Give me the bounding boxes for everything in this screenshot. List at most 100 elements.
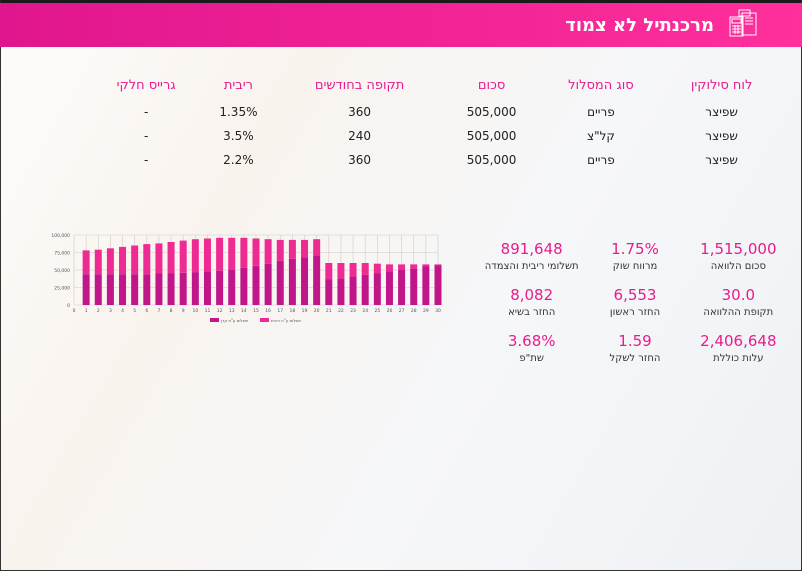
bar-principal: [94, 274, 102, 305]
bar-principal: [179, 272, 187, 305]
bar-principal: [313, 255, 321, 305]
table-cell: -: [143, 105, 149, 119]
bar-interest: [301, 239, 309, 258]
table-cell: 360: [348, 153, 371, 167]
table-cell: פריים: [587, 153, 615, 167]
bar-interest: [337, 263, 345, 279]
table-cell: 240: [348, 129, 371, 143]
calculator-document-icon: [729, 9, 757, 37]
x-tick-label: 1: [85, 308, 88, 314]
x-tick-label: 16: [265, 308, 271, 314]
x-tick-label: 2: [97, 308, 100, 314]
x-tick-label: 19: [302, 308, 308, 314]
y-tick-label: 75,000: [54, 251, 70, 257]
bar-interest: [410, 264, 418, 269]
x-tick-label: 13: [229, 308, 235, 314]
stat-item: 6,553 החזר ראשון: [583, 286, 686, 318]
column-header: ריבית: [223, 77, 254, 93]
x-tick-label: 22: [338, 308, 344, 314]
x-tick-label: 27: [399, 308, 405, 314]
column-header: גרייס חלקי: [116, 77, 176, 93]
x-tick-label: 10: [192, 308, 198, 314]
table-cell: קל"צ: [586, 129, 615, 143]
table-cell: 505,000: [466, 129, 517, 143]
table-row: שפיצר פריים 505,000 360 1.35% -: [90, 100, 780, 124]
table-cell: 360: [348, 105, 371, 119]
bar-principal: [82, 274, 90, 305]
bar-interest: [276, 239, 284, 261]
table-cell: -: [143, 153, 149, 167]
x-tick-label: 11: [205, 308, 211, 314]
column-header: סוג המסלול: [568, 77, 634, 93]
stat-label: החזר ראשון: [609, 307, 661, 318]
bar-principal: [203, 271, 211, 305]
table-cell: 505,000: [466, 153, 517, 167]
x-tick-label: 24: [362, 308, 368, 314]
bar-interest: [179, 240, 187, 273]
legend-label: תשלום ע"ח קרן: [221, 318, 249, 323]
x-tick-label: 6: [145, 308, 148, 314]
stat-value: 8,082: [510, 286, 554, 304]
y-tick-label: 100,000: [51, 233, 70, 239]
tracks-table: לוח סילוקין סוג המסלול סכום תקופה בחודשים רי…: [90, 70, 780, 172]
x-tick-label: 15: [253, 308, 259, 314]
stat-label: סכום הלוואה: [710, 261, 766, 272]
table-cell: שפיצר: [705, 153, 738, 167]
stat-value: 1,515,000: [700, 240, 777, 258]
x-tick-label: 23: [350, 308, 356, 314]
stat-item: 3.68% שת"פ: [480, 332, 583, 364]
stat-label: עלות כוללת: [713, 353, 764, 364]
stat-item: 1.75% מרווח שוק: [583, 240, 686, 272]
bar-interest: [361, 263, 369, 275]
bar-principal: [337, 278, 345, 305]
stat-label: תקופת ההלוואה: [703, 307, 774, 318]
bar-interest: [191, 239, 199, 273]
x-tick-label: 26: [387, 308, 393, 314]
stats-grid: 1,515,000 סכום הלוואה 1.75% מרווח שוק 891,64…: [480, 240, 790, 364]
x-tick-label: 28: [411, 308, 417, 314]
table-cell: שפיצר: [705, 129, 738, 143]
bar-interest: [131, 245, 139, 275]
bar-interest: [106, 248, 114, 275]
bar-principal: [191, 272, 199, 305]
column-header: לוח סילוקין: [690, 77, 753, 93]
y-tick-label: 0: [67, 303, 70, 309]
bar-interest: [313, 239, 321, 256]
x-tick-label: 25: [374, 308, 380, 314]
bar-interest: [434, 264, 442, 266]
x-tick-label: 8: [170, 308, 173, 314]
header: מרכנתיל לא צמוד: [0, 3, 802, 47]
page-title: מרכנתיל לא צמוד: [565, 14, 714, 36]
x-tick-label: 12: [217, 308, 223, 314]
table-cell: 505,000: [466, 105, 517, 119]
legend-swatch: [260, 318, 269, 322]
bar-interest: [252, 238, 260, 266]
bar-interest: [398, 264, 406, 270]
x-tick-label: 4: [121, 308, 124, 314]
stat-item: 1.59 החזר לשקל: [583, 332, 686, 364]
bar-principal: [143, 274, 151, 305]
bar-interest: [228, 237, 236, 270]
bar-interest: [240, 237, 248, 268]
x-tick-label: 14: [241, 308, 247, 314]
bar-principal: [422, 266, 430, 305]
bar-principal: [288, 258, 296, 305]
stat-label: תשלומי ריבית והצמדה: [484, 261, 579, 272]
table-cell: 1.35%: [219, 105, 258, 119]
bar-principal: [434, 265, 442, 305]
bar-interest: [203, 238, 211, 272]
bar-principal: [155, 273, 163, 305]
bar-interest: [349, 263, 357, 277]
stat-label: מרווח שוק: [612, 261, 658, 272]
stat-value: 2,406,648: [700, 332, 777, 350]
stat-item: 1,515,000 סכום הלוואה: [687, 240, 790, 272]
stat-value: 3.68%: [507, 332, 556, 350]
table-cell: פריים: [587, 105, 615, 119]
table-row: שפיצר קל"צ 505,000 240 3.5% -: [90, 124, 780, 148]
bar-interest: [167, 242, 175, 274]
table-cell: שפיצר: [705, 105, 738, 119]
bar-principal: [106, 274, 114, 305]
stat-label: החזר לשקל: [609, 353, 661, 364]
stat-label: החזר בשיא: [508, 307, 556, 318]
